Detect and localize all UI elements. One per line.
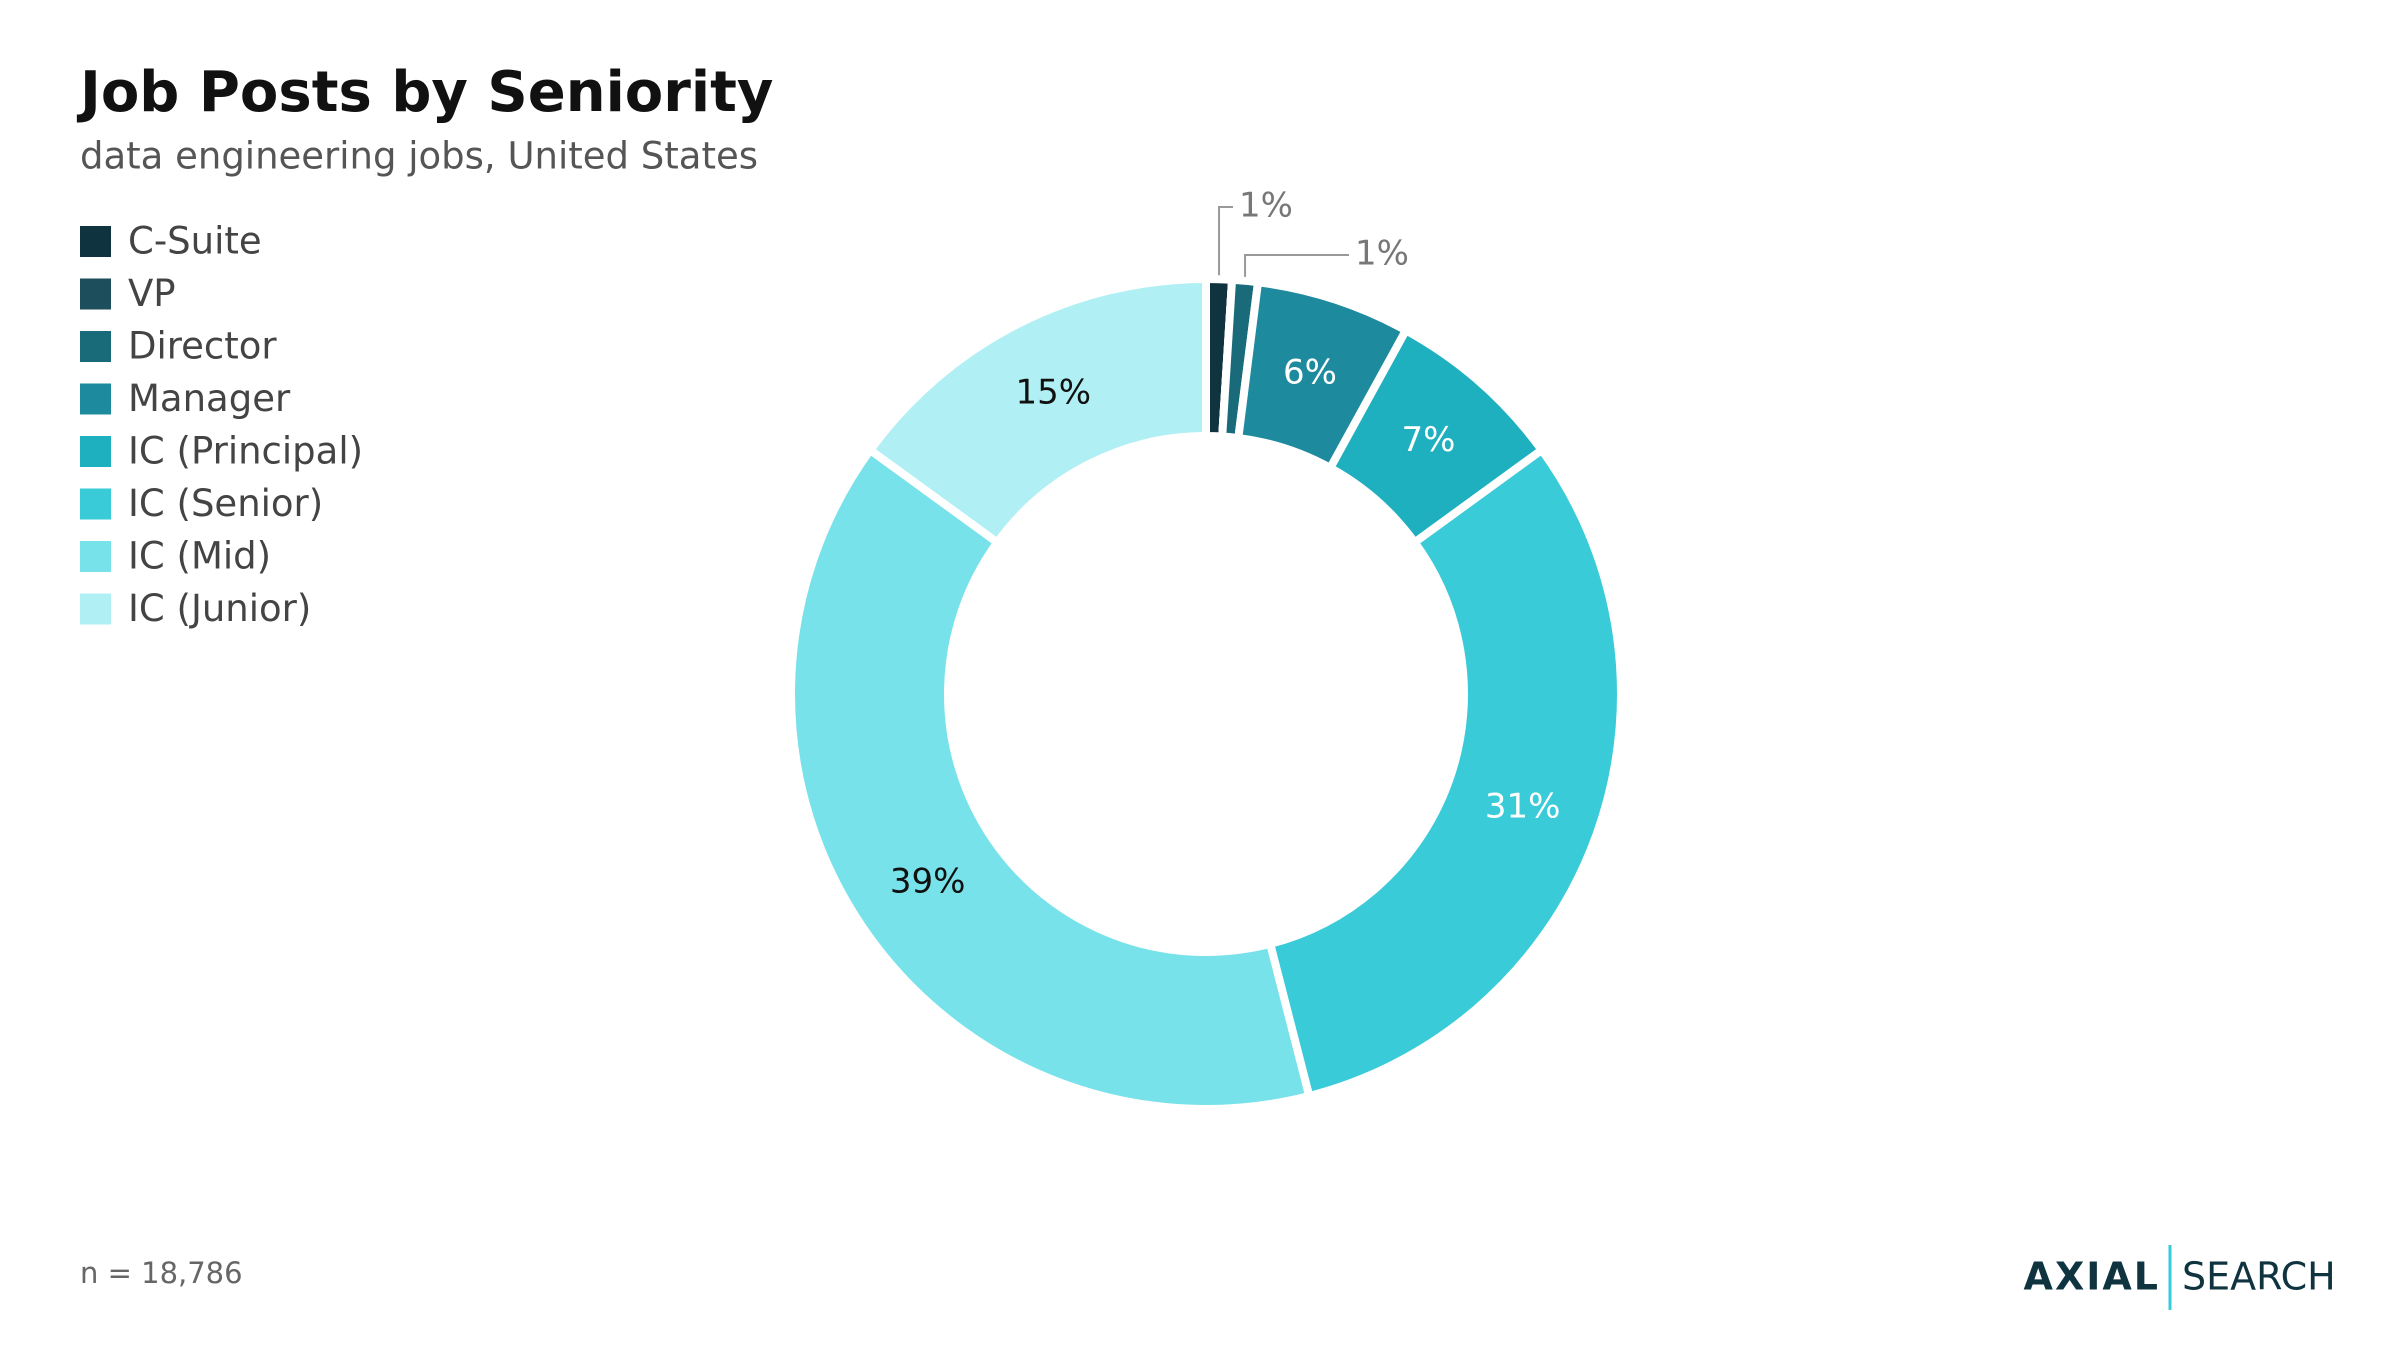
chart-title: Job Posts by Seniority [76,60,773,125]
value-label: 1% [1355,234,1409,274]
value-label: 39% [890,862,966,902]
legend-swatch [80,541,111,572]
slice [1265,444,1625,1101]
value-label: 31% [1485,786,1561,826]
legend-label: IC (Senior) [128,482,323,525]
value-label: 1% [1239,186,1293,226]
legend-swatch [80,226,111,257]
legend-swatch [80,488,111,520]
legend-swatch [80,278,111,310]
legend-swatch [80,436,111,467]
leader-line [1244,254,1350,277]
slice [864,274,1210,548]
legend-swatch [80,331,111,362]
logo-left: AXIAL [2024,1255,2160,1299]
legend-swatch [80,593,111,625]
legend-label: Director [128,325,277,368]
legend-label: IC (Mid) [128,535,271,578]
leader-line [1218,206,1234,276]
value-label: 6% [1283,352,1337,392]
value-label: 7% [1402,420,1456,460]
logo-right: SEARCH [2182,1255,2336,1299]
legend-label: Manager [128,377,291,420]
legend-label: VP [128,272,176,315]
slice [787,444,1315,1113]
legend-label: IC (Principal) [128,430,363,473]
legend-swatch [80,383,111,415]
legend-label: IC (Junior) [128,587,311,630]
sample-note: n = 18,786 [80,1256,243,1290]
chart-subtitle: data engineering jobs, United States [80,135,758,178]
value-label: 15% [1015,373,1091,413]
legend-label: C-Suite [128,220,262,263]
